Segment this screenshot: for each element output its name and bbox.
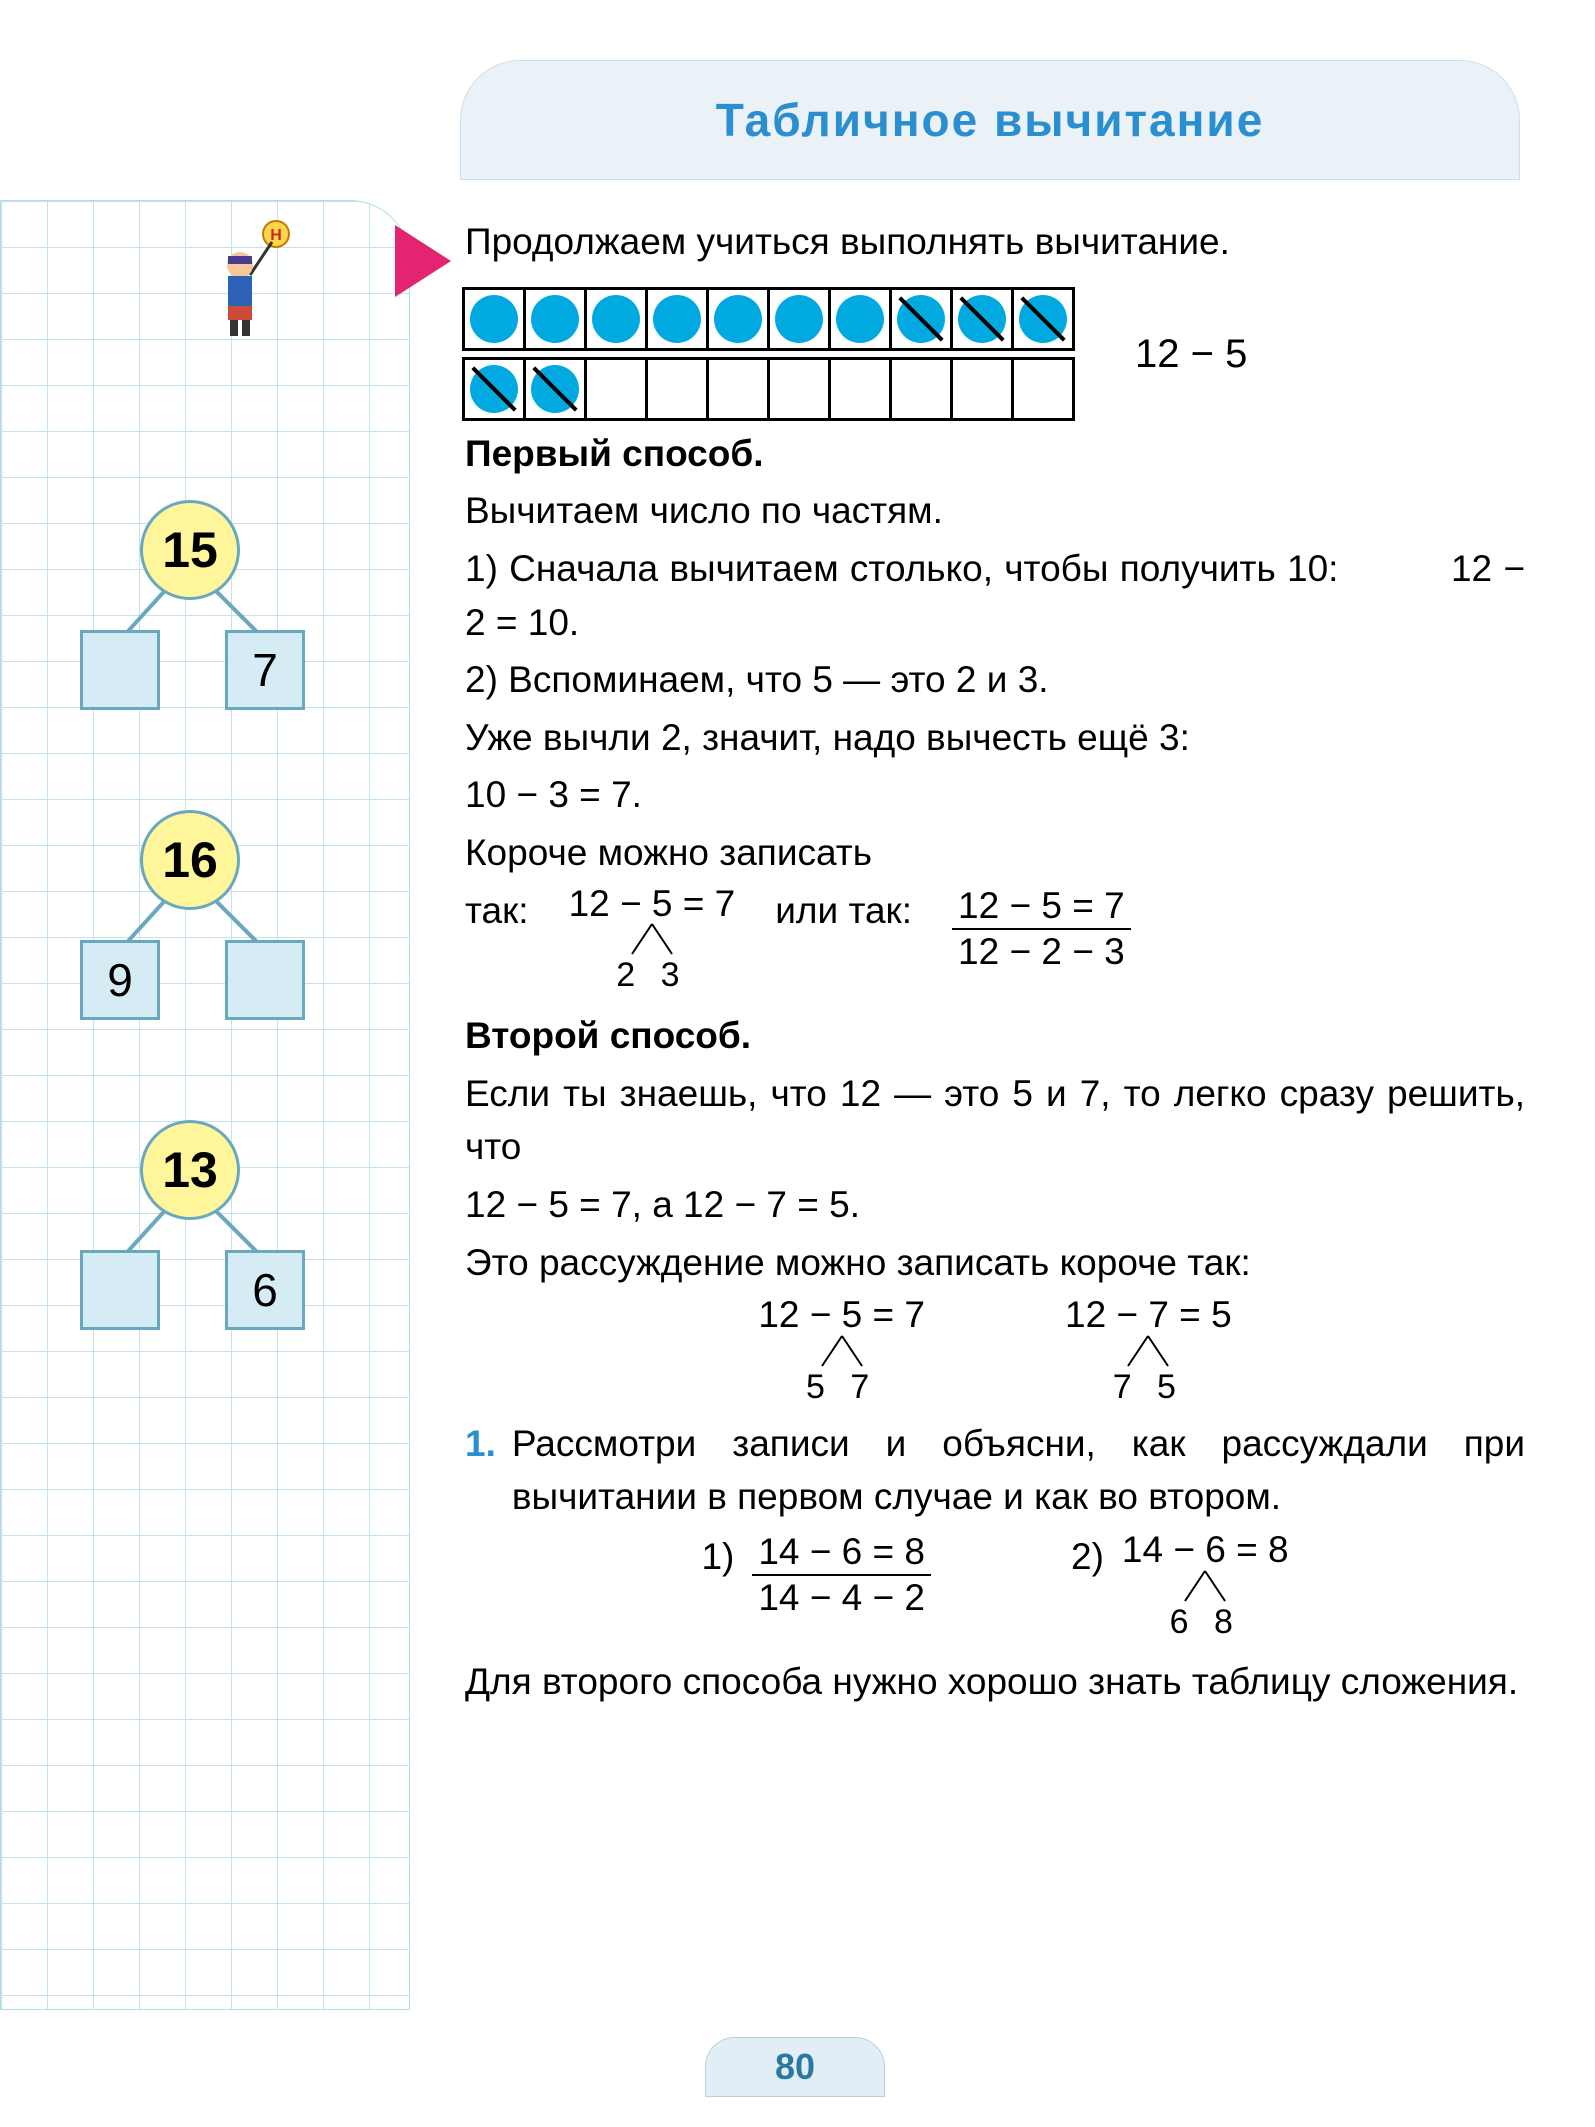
counter-cell [950,287,1014,351]
arrow-icon [395,225,451,297]
counter-cell [706,357,770,421]
counter-cell [1011,357,1075,421]
ex2-lbl: 2) [1071,1530,1104,1584]
pair1-bot: 5 7 [806,1368,877,1406]
strip-label: 12 − 5 [1135,325,1247,383]
counter-cell [828,287,892,351]
m1-l2a: 1) Сначала вычитаем столько, чтобы получ… [465,548,1338,589]
ex2-top: 14 − 6 = 8 [1122,1529,1289,1570]
counter-cell [767,287,831,351]
counter-cell [584,287,648,351]
task-body: Рассмотри записи и объясни, как рассужда… [512,1417,1525,1524]
page-title: Табличное вычитание [460,60,1520,180]
pair1-top: 12 − 5 = 7 [758,1294,925,1335]
m1-line4: Уже вычли 2, значит, надо вычесть ещё 3: [465,711,1525,765]
counter-cell [523,357,587,421]
counter-cell [645,357,709,421]
closing-text: Для второго способа нужно хорошо знать т… [465,1655,1525,1709]
counter-cell [462,357,526,421]
counter-cell [706,287,770,351]
counter-cell [767,357,831,421]
m1-ili: или так: [775,884,912,938]
m1-line1: Вычитаем число по частям. [465,484,1525,538]
branch-pair-1: 12 − 5 = 7 5 7 [758,1295,925,1406]
m2-line2: Это рассуждение можно записать короче та… [465,1236,1525,1290]
tree-circle: 13 [140,1120,240,1220]
main-content: Продолжаем учиться выполнять вычитание. … [465,215,1525,1713]
m1-line3: 2) Вспоминаем, что 5 — это 2 и 3. [465,653,1525,707]
counter-cell [1011,287,1075,351]
counter-strip: 12 − 5 [465,287,1525,421]
page-number: 80 [705,2037,885,2097]
tree-box-right[interactable]: 7 [225,630,305,710]
branch-pair-2: 12 − 7 = 5 7 5 [1065,1295,1232,1406]
task-number: 1. [465,1417,496,1524]
ex2-bot: 6 8 [1170,1603,1241,1641]
number-tree-16: 169 [60,810,320,1010]
branch-12-5: 12 − 5 = 7 2 3 [569,884,736,995]
m2-eq: 12 − 5 = 7, а 12 − 7 = 5. [465,1178,1525,1232]
branch1-top: 12 − 5 = 7 [569,883,736,924]
grid-panel [0,200,410,2010]
stack1-bot: 12 − 2 − 3 [952,930,1131,974]
stack-12-5: 12 − 5 = 7 12 − 2 − 3 [952,884,1131,975]
counter-cell [950,357,1014,421]
number-tree-13: 136 [60,1120,320,1320]
counter-cell [889,287,953,351]
tree-circle: 16 [140,810,240,910]
counter-cell [889,357,953,421]
ex1-top: 14 − 6 = 8 [752,1530,931,1576]
method1-title: Первый способ. [465,427,1525,481]
ex2-branch: 14 − 6 = 8 6 8 [1122,1530,1289,1641]
ex1-lbl: 1) [701,1530,734,1584]
tree-box-left[interactable]: 9 [80,940,160,1020]
m1-tak: так: [465,884,529,938]
ex1-stack: 14 − 6 = 8 14 − 4 − 2 [752,1530,931,1621]
tree-box-right[interactable]: 6 [225,1250,305,1330]
pair2-bot: 7 5 [1113,1368,1184,1406]
method2-title: Второй способ. [465,1009,1525,1063]
m2-line1: Если ты знаешь, что 12 — это 5 и 7, то л… [465,1067,1525,1174]
task-1: 1. Рассмотри записи и объясни, как рассу… [465,1417,1525,1524]
branch-pair: 12 − 5 = 7 5 7 12 − 7 = 5 7 5 [465,1295,1525,1406]
pair2-top: 12 − 7 = 5 [1065,1294,1232,1335]
boy-icon: Н [210,220,300,340]
counter-cell [523,287,587,351]
branch1-bot: 2 3 [616,956,687,994]
counter-cell [462,287,526,351]
svg-text:Н: Н [270,227,282,244]
number-tree-15: 157 [60,500,320,700]
counter-cell [828,357,892,421]
tree-box-left[interactable] [80,1250,160,1330]
m1-line2: 1) Сначала вычитаем столько, чтобы получ… [465,542,1525,649]
counter-cell [645,287,709,351]
tree-box-left[interactable] [80,630,160,710]
counter-cell [584,357,648,421]
m1-eq: 10 − 3 = 7. [465,768,1525,822]
tree-circle: 15 [140,500,240,600]
m1-short: Короче можно записать [465,826,1525,880]
exercise-row: 1) 14 − 6 = 8 14 − 4 − 2 2) 14 − 6 = 8 6… [465,1530,1525,1641]
intro-text: Продолжаем учиться выполнять вычитание. [465,215,1525,269]
tree-box-right[interactable] [225,940,305,1020]
stack1-top: 12 − 5 = 7 [952,884,1131,930]
ex1-bot: 14 − 4 − 2 [752,1576,931,1620]
